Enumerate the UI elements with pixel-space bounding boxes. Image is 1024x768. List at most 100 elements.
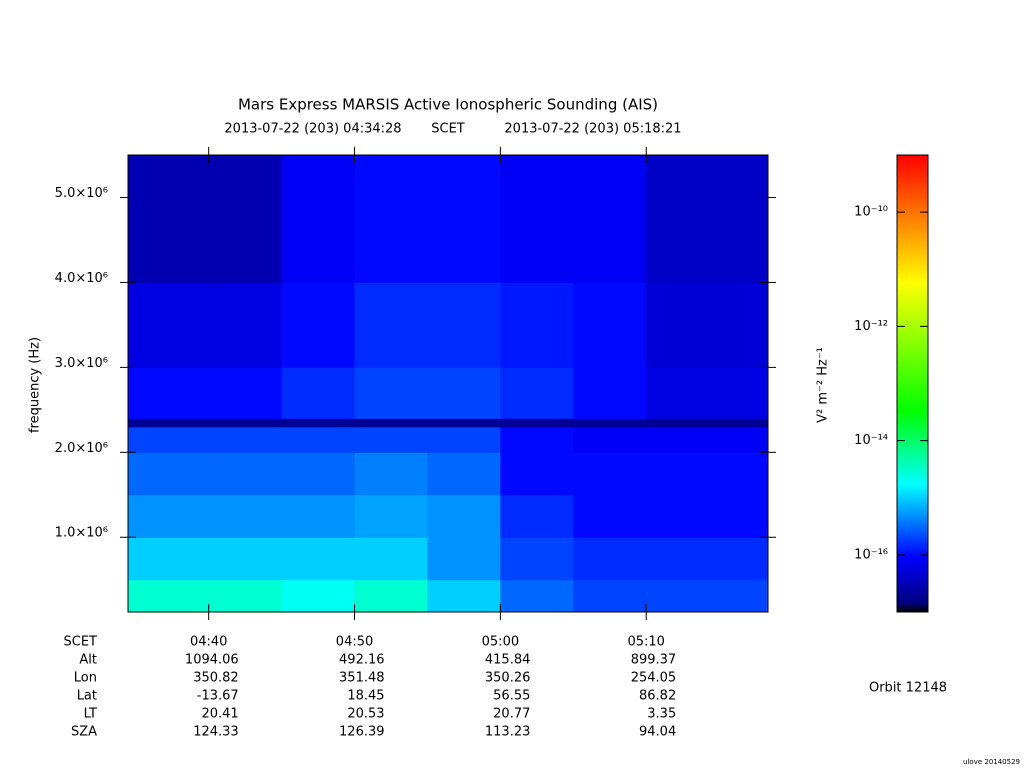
cell <box>208 452 283 496</box>
colorbar-tick-label: 10⁻¹⁰ <box>854 205 888 220</box>
ephemeris-value: 492.16 <box>339 653 385 668</box>
ephemeris-value: 20.53 <box>347 707 384 722</box>
cell <box>427 452 501 496</box>
start-time: 2013-07-22 (203) 04:34:28 <box>224 122 401 137</box>
cell <box>281 494 356 538</box>
cell <box>646 452 769 496</box>
cell <box>281 367 356 419</box>
row-label: Lat <box>77 689 97 704</box>
cell <box>281 452 356 496</box>
cell <box>128 418 210 428</box>
cell <box>208 426 283 453</box>
row-label: LT <box>84 707 97 722</box>
cell <box>646 579 769 613</box>
cell <box>281 537 356 581</box>
cell <box>281 579 356 613</box>
x-tick-label: 05:10 <box>627 635 664 650</box>
cell <box>354 494 428 538</box>
cell <box>128 367 210 419</box>
x-tick-label: 04:50 <box>336 635 373 650</box>
cell <box>573 282 647 368</box>
row-label: Lon <box>74 671 97 686</box>
cell <box>573 418 647 428</box>
cell <box>208 367 283 419</box>
row-label: SZA <box>71 725 97 740</box>
ephemeris-value: 899.37 <box>631 653 677 668</box>
ephemeris-value: 350.82 <box>193 671 239 686</box>
cell <box>427 367 501 419</box>
colorbar <box>896 154 929 613</box>
cell <box>128 282 210 368</box>
cell <box>208 282 283 368</box>
cell <box>500 426 574 453</box>
ephemeris-value: 18.45 <box>347 689 384 704</box>
cell <box>500 282 574 368</box>
y-tick-label: 1.0×10⁶ <box>55 526 108 541</box>
ephemeris-value: 20.77 <box>493 707 530 722</box>
cell <box>354 579 428 613</box>
cell <box>128 494 210 538</box>
plot-frame <box>127 154 769 613</box>
cell <box>573 452 647 496</box>
cell <box>573 155 647 283</box>
cell <box>281 155 356 283</box>
cell <box>646 494 769 538</box>
cell <box>128 155 210 283</box>
chart-title: Mars Express MARSIS Active Ionospheric S… <box>238 96 658 114</box>
colorbar-label: V² m⁻² Hz⁻¹ <box>816 347 831 423</box>
cell <box>208 155 283 283</box>
cell <box>128 537 210 581</box>
cell <box>354 426 428 453</box>
cell <box>281 282 356 368</box>
cell <box>427 418 501 428</box>
row-label: Alt <box>79 653 97 668</box>
cell <box>500 494 574 538</box>
spectrogram <box>128 155 769 613</box>
ephemeris-value: 94.04 <box>639 725 676 740</box>
y-tick-label: 4.0×10⁶ <box>55 271 108 286</box>
colorbar-tick-label: 10⁻¹⁴ <box>854 433 888 448</box>
cell <box>573 494 647 538</box>
ephemeris-value: 126.39 <box>339 725 385 740</box>
cell <box>573 426 647 453</box>
colorbar-tick-label: 10⁻¹⁶ <box>854 547 888 562</box>
cell <box>573 579 647 613</box>
cell <box>500 452 574 496</box>
cell <box>354 452 428 496</box>
y-tick-label: 3.0×10⁶ <box>55 356 108 371</box>
row-label: SCET <box>64 635 98 650</box>
ephemeris-value: 415.84 <box>485 653 531 668</box>
cell <box>354 367 428 419</box>
cell <box>646 426 769 453</box>
ephemeris-value: 3.35 <box>647 707 676 722</box>
cell <box>646 155 769 283</box>
ephemeris-value: 1094.06 <box>185 653 239 668</box>
cell <box>646 418 769 428</box>
cell <box>281 426 356 453</box>
cell <box>208 537 283 581</box>
x-tick-label: 04:40 <box>190 635 227 650</box>
cell <box>500 155 574 283</box>
colorbar-tick-label: 10⁻¹² <box>854 319 888 334</box>
cell <box>646 282 769 368</box>
x-tick-label: 05:00 <box>482 635 519 650</box>
cell <box>500 579 574 613</box>
cell <box>427 426 501 453</box>
ephemeris-value: 350.26 <box>485 671 531 686</box>
y-tick-label: 2.0×10⁶ <box>55 441 108 456</box>
cell <box>208 579 283 613</box>
cell <box>208 418 283 428</box>
ephemeris-value: 254.05 <box>631 671 677 686</box>
cell <box>354 155 428 283</box>
cell <box>427 579 501 613</box>
cell <box>500 537 574 581</box>
cell <box>573 537 647 581</box>
cell <box>281 418 356 428</box>
ephemeris-value: 351.48 <box>339 671 385 686</box>
cell <box>427 155 501 283</box>
end-time: 2013-07-22 (203) 05:18:21 <box>504 122 681 137</box>
cell <box>500 418 574 428</box>
ephemeris-value: 113.23 <box>485 725 531 740</box>
cell <box>128 426 210 453</box>
